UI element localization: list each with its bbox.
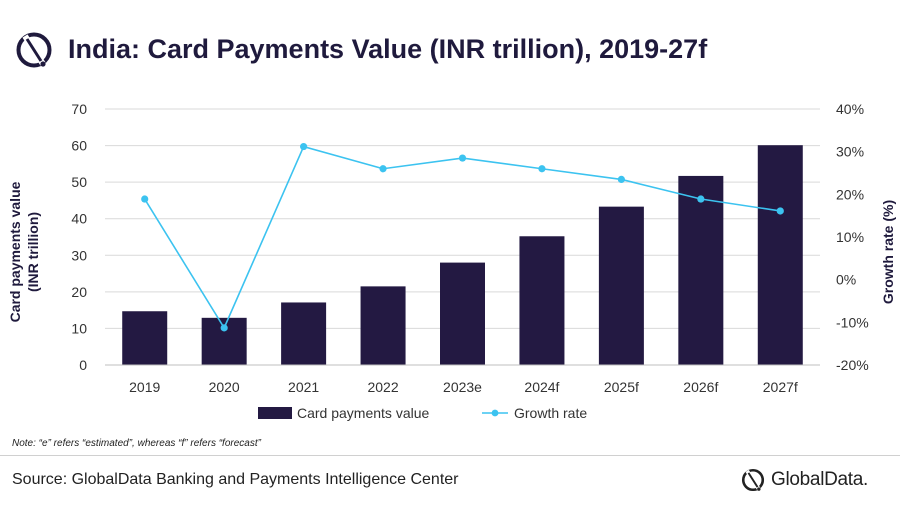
bar — [519, 236, 565, 365]
bar — [360, 286, 406, 365]
y2-tick-label: -20% — [836, 357, 869, 373]
x-tick-label: 2026f — [683, 379, 718, 395]
y-tick-label: 50 — [71, 174, 87, 190]
growth-rate-point — [300, 142, 308, 151]
x-tick-label: 2023e — [443, 379, 482, 395]
x-tick-label: 2020 — [209, 379, 240, 395]
bar — [281, 302, 327, 365]
x-tick-label: 2025f — [604, 379, 639, 395]
y2-tick-label: -10% — [836, 314, 869, 330]
x-tick-label: 2027f — [763, 379, 798, 395]
growth-rate-point — [538, 165, 546, 173]
y2-tick-label: 30% — [836, 144, 864, 160]
brand-name: GlobalData. — [771, 469, 869, 490]
growth-rate-point — [141, 195, 149, 203]
source-text: Source: GlobalData Banking and Payments … — [12, 471, 459, 488]
y2-tick-label: 0% — [836, 272, 856, 288]
brand-logo: GlobalData. — [740, 465, 868, 495]
growth-rate-point — [617, 175, 625, 183]
x-tick-label: 2021 — [288, 379, 319, 395]
growth-rate-point — [697, 195, 705, 203]
legend-label: Card payments value — [297, 405, 430, 421]
bar — [440, 262, 485, 365]
y2-tick-label: 20% — [836, 186, 864, 202]
x-tick-label: 2022 — [367, 379, 398, 395]
y-tick-label: 40 — [71, 211, 87, 227]
y-tick-label: 20 — [71, 284, 87, 300]
bar — [678, 175, 724, 365]
globaldata-brand-icon — [741, 468, 765, 492]
bar — [757, 145, 803, 365]
legend-swatch-marker — [491, 409, 499, 417]
x-tick-label: 2019 — [129, 379, 160, 395]
y2-axis-label: Growth rate (%) — [880, 200, 896, 304]
footnote: Note: “e” refers “estimated”, whereas “f… — [12, 438, 261, 449]
divider — [0, 455, 900, 456]
legend-swatch-bars — [258, 407, 292, 419]
x-tick-label: 2024f — [524, 379, 559, 395]
globaldata-logo-icon — [16, 32, 52, 68]
bar — [122, 311, 168, 365]
growth-rate-point — [220, 324, 228, 332]
combo-chart: 0 10 20 30 40 50 60 70 -20% -10% 0% 10% 20% 30% 40% 201… — [7, 101, 896, 421]
y2-tick-label: 10% — [836, 229, 864, 245]
y-axis-label-line: (INR trillion) — [25, 212, 41, 292]
y-tick-label: 60 — [71, 138, 87, 154]
y-tick-label: 0 — [79, 357, 87, 373]
y-tick-label: 30 — [71, 247, 87, 263]
y2-tick-label: 40% — [836, 101, 864, 117]
legend-label: Growth rate — [514, 405, 587, 421]
growth-rate-point — [458, 154, 467, 162]
y-axis-label-line: Card payments value — [7, 181, 23, 322]
bar — [598, 206, 644, 365]
growth-rate-point — [379, 165, 387, 173]
y-tick-label: 10 — [71, 320, 87, 336]
chart-title: India: Card Payments Value (INR trillion… — [68, 34, 708, 64]
growth-rate-point — [776, 207, 784, 215]
y-axis-label: Card payments value (INR trillion) — [7, 181, 41, 322]
y-tick-label: 70 — [71, 101, 87, 117]
